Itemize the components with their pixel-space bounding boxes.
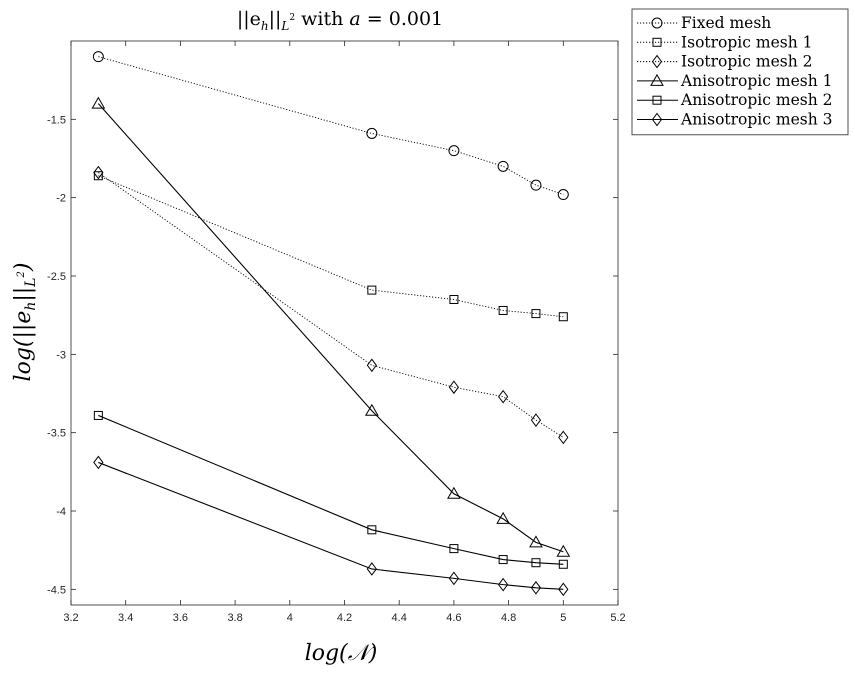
data-point bbox=[530, 179, 542, 191]
legend-marker bbox=[650, 73, 664, 86]
data-point bbox=[449, 295, 459, 304]
series-0 bbox=[92, 51, 569, 201]
series-line bbox=[98, 56, 564, 195]
data-point bbox=[93, 171, 103, 181]
data-point bbox=[558, 559, 568, 569]
y-tick-label: -4 bbox=[56, 506, 66, 518]
legend-marker bbox=[652, 37, 662, 47]
data-point bbox=[498, 577, 509, 592]
data-point bbox=[366, 358, 377, 373]
series-1 bbox=[93, 171, 568, 322]
series-2 bbox=[93, 165, 569, 445]
legend-label: Anisotropic mesh 1 bbox=[680, 72, 832, 90]
data-point bbox=[448, 145, 460, 157]
y-tick-label: -2 bbox=[56, 193, 66, 205]
series-line bbox=[98, 175, 564, 318]
x-tick-label: 5.2 bbox=[610, 612, 625, 624]
y-tick-label: -3.5 bbox=[47, 428, 66, 440]
x-tick-label: 4.6 bbox=[446, 612, 461, 624]
series-line bbox=[98, 461, 564, 590]
series-5 bbox=[93, 455, 569, 597]
data-point bbox=[530, 413, 542, 427]
data-point bbox=[366, 562, 377, 576]
legend-label: Isotropic mesh 1 bbox=[681, 33, 812, 51]
y-tick-label: -4.5 bbox=[47, 584, 66, 596]
legend-marker bbox=[651, 112, 663, 127]
y-axis-title: log(||eh||L2) bbox=[11, 263, 39, 382]
data-point bbox=[498, 389, 509, 404]
data-point bbox=[531, 309, 541, 319]
data-point bbox=[558, 312, 568, 322]
data-point bbox=[93, 165, 104, 180]
legend-label: Isotropic mesh 2 bbox=[681, 53, 812, 71]
series-line bbox=[98, 414, 564, 565]
data-point bbox=[531, 558, 541, 568]
plot-area: 3.2 3.4 3.6 3.8 4 4.2 4.4 4.6 4.8 5 5.2 -4.5 -4 -3.5 -… bbox=[47, 40, 626, 624]
data-point bbox=[449, 544, 459, 554]
data-point bbox=[557, 189, 569, 201]
x-tick-label: 4.8 bbox=[501, 612, 516, 624]
data-point bbox=[364, 403, 379, 416]
data-point bbox=[498, 305, 508, 315]
data-point bbox=[496, 511, 510, 524]
data-point bbox=[529, 535, 543, 548]
legend-label: Anisotropic mesh 3 bbox=[680, 111, 832, 129]
data-point bbox=[558, 430, 569, 445]
data-point bbox=[93, 455, 104, 470]
data-point bbox=[93, 410, 103, 420]
x-tick-label: 3.6 bbox=[173, 612, 188, 624]
data-point bbox=[448, 571, 460, 586]
data-point bbox=[497, 160, 509, 172]
data-point bbox=[498, 555, 508, 565]
y-tick-label: -1.5 bbox=[47, 114, 66, 126]
x-tick-label: 4 bbox=[287, 612, 293, 624]
data-point bbox=[556, 544, 571, 557]
data-point bbox=[558, 582, 569, 597]
series-line bbox=[98, 172, 564, 438]
chart-title: ||eh||L2 with a = 0.001 bbox=[237, 8, 443, 33]
series-4 bbox=[93, 410, 568, 569]
data-point bbox=[447, 486, 461, 499]
x-tick-label: 3.2 bbox=[63, 612, 78, 624]
x-tick-label: 4.2 bbox=[337, 612, 352, 624]
data-point bbox=[92, 51, 104, 63]
y-tick-label: -3 bbox=[56, 349, 66, 361]
legend-marker bbox=[652, 95, 662, 105]
x-tick-label: 3.4 bbox=[118, 612, 133, 624]
data-point bbox=[367, 285, 377, 295]
data-point bbox=[530, 580, 542, 595]
y-tick-label: -2.5 bbox=[47, 271, 66, 283]
data-point bbox=[448, 380, 460, 395]
data-point bbox=[91, 96, 106, 109]
legend-label: Fixed mesh bbox=[681, 14, 771, 32]
x-axis-title: log(𝒩) bbox=[305, 641, 378, 666]
legend-marker bbox=[651, 54, 663, 69]
series-3 bbox=[91, 96, 571, 557]
x-tick-label: 3.8 bbox=[227, 612, 242, 624]
series-line bbox=[97, 103, 564, 553]
legend-box bbox=[631, 8, 849, 136]
legend-marker bbox=[651, 17, 663, 29]
data-point bbox=[367, 525, 377, 535]
legend-label: Anisotropic mesh 2 bbox=[680, 91, 832, 109]
x-tick-label: 5 bbox=[560, 612, 566, 624]
data-point bbox=[366, 127, 378, 139]
x-tick-label: 4.4 bbox=[392, 612, 407, 624]
